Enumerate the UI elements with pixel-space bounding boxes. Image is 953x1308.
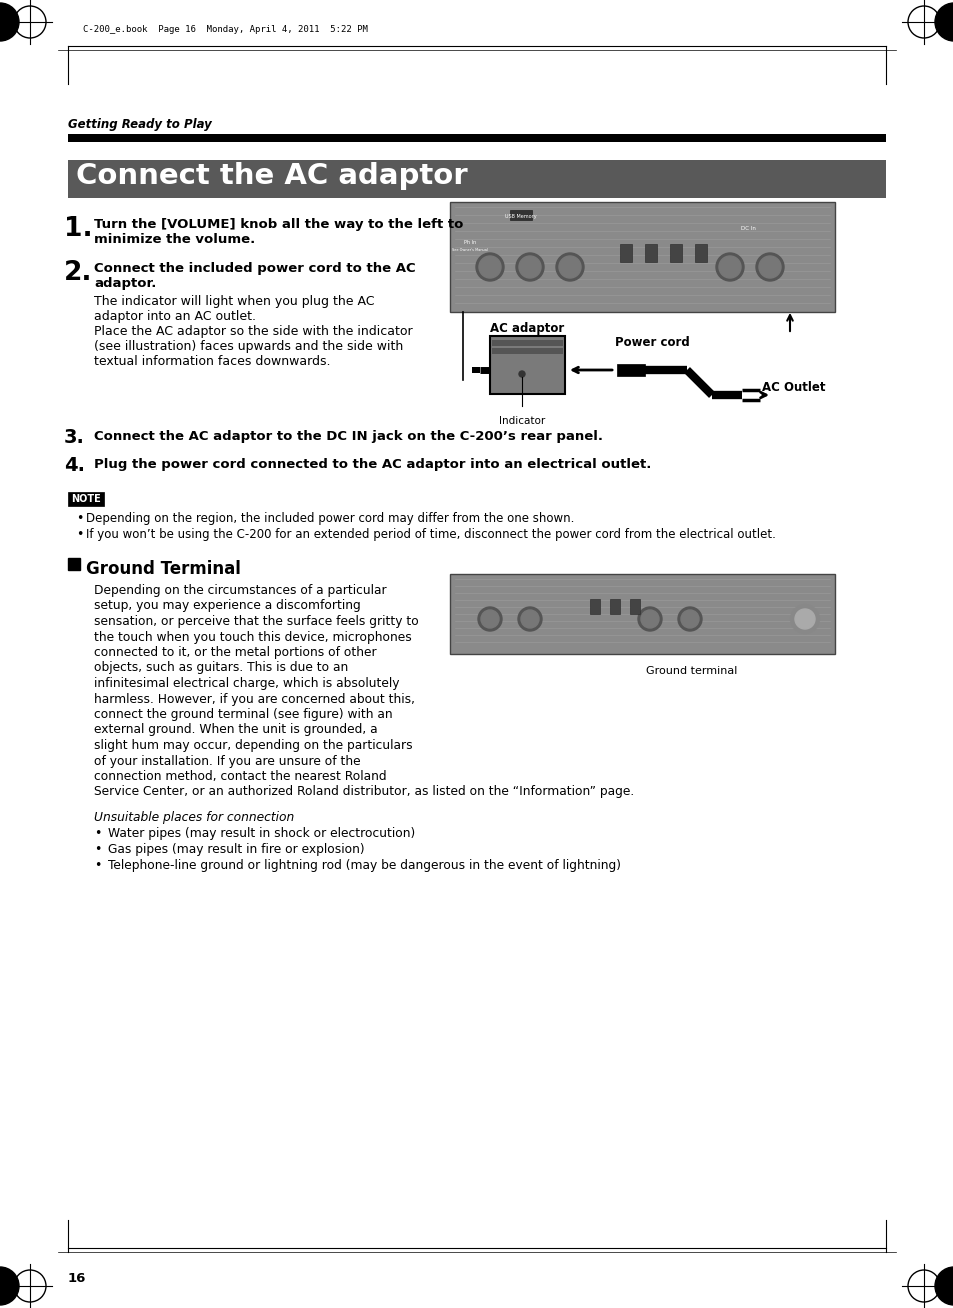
Text: Place the AC adaptor so the side with the indicator: Place the AC adaptor so the side with th… <box>94 324 413 337</box>
Text: Water pipes (may result in shock or electrocution): Water pipes (may result in shock or elec… <box>108 827 415 840</box>
Circle shape <box>517 607 541 630</box>
Text: If you won’t be using the C-200 for an extended period of time, disconnect the p: If you won’t be using the C-200 for an e… <box>86 528 775 542</box>
FancyBboxPatch shape <box>68 133 885 143</box>
Circle shape <box>558 256 580 279</box>
Circle shape <box>759 256 781 279</box>
FancyBboxPatch shape <box>644 245 657 262</box>
FancyBboxPatch shape <box>68 160 885 198</box>
Text: Depending on the region, the included power cord may differ from the one shown.: Depending on the region, the included po… <box>86 511 574 525</box>
Text: objects, such as guitars. This is due to an: objects, such as guitars. This is due to… <box>94 662 348 675</box>
FancyBboxPatch shape <box>619 245 631 262</box>
FancyBboxPatch shape <box>609 599 619 613</box>
Text: external ground. When the unit is grounded, a: external ground. When the unit is ground… <box>94 723 377 736</box>
Circle shape <box>790 606 818 633</box>
Text: connect the ground terminal (see figure) with an: connect the ground terminal (see figure)… <box>94 708 393 721</box>
Text: the touch when you touch this device, microphones: the touch when you touch this device, mi… <box>94 630 412 644</box>
Text: Plug the power cord connected to the AC adaptor into an electrical outlet.: Plug the power cord connected to the AC … <box>94 458 651 471</box>
FancyBboxPatch shape <box>492 348 562 354</box>
Text: The indicator will light when you plug the AC: The indicator will light when you plug t… <box>94 296 375 307</box>
Text: NOTE: NOTE <box>71 494 101 504</box>
FancyBboxPatch shape <box>450 574 834 654</box>
Text: harmless. However, if you are concerned about this,: harmless. However, if you are concerned … <box>94 692 415 705</box>
Text: 2.: 2. <box>64 260 92 286</box>
Text: adaptor.: adaptor. <box>94 277 156 290</box>
Circle shape <box>640 610 659 628</box>
Circle shape <box>794 610 814 629</box>
Text: Gas pipes (may result in fire or explosion): Gas pipes (may result in fire or explosi… <box>108 842 364 855</box>
Text: Power cord: Power cord <box>614 336 689 349</box>
Text: •: • <box>94 859 101 872</box>
Text: adaptor into an AC outlet.: adaptor into an AC outlet. <box>94 310 255 323</box>
FancyBboxPatch shape <box>490 336 564 394</box>
Text: Getting Ready to Play: Getting Ready to Play <box>68 118 212 131</box>
Text: connected to it, or the metal portions of other: connected to it, or the metal portions o… <box>94 646 376 659</box>
FancyBboxPatch shape <box>68 492 104 506</box>
Text: Ground terminal: Ground terminal <box>645 666 737 676</box>
FancyBboxPatch shape <box>510 211 532 220</box>
Text: 16: 16 <box>68 1271 87 1284</box>
Circle shape <box>934 3 953 41</box>
Circle shape <box>556 252 583 281</box>
Circle shape <box>638 607 661 630</box>
Text: Ph In: Ph In <box>463 239 476 245</box>
Text: Indicator: Indicator <box>498 416 544 426</box>
Text: 1.: 1. <box>64 216 92 242</box>
Circle shape <box>678 607 701 630</box>
FancyBboxPatch shape <box>669 245 681 262</box>
Text: Ground Terminal: Ground Terminal <box>86 560 240 578</box>
Circle shape <box>755 252 783 281</box>
FancyBboxPatch shape <box>450 201 834 313</box>
Circle shape <box>934 1267 953 1305</box>
Text: AC Outlet: AC Outlet <box>761 381 824 394</box>
Text: See Owner's Manual: See Owner's Manual <box>452 249 487 252</box>
Circle shape <box>476 252 503 281</box>
Circle shape <box>0 1267 19 1305</box>
FancyBboxPatch shape <box>629 599 639 613</box>
FancyBboxPatch shape <box>68 559 80 570</box>
Text: Telephone-line ground or lightning rod (may be dangerous in the event of lightni: Telephone-line ground or lightning rod (… <box>108 859 620 872</box>
FancyBboxPatch shape <box>695 245 706 262</box>
Text: •: • <box>76 528 83 542</box>
Text: sensation, or perceive that the surface feels gritty to: sensation, or perceive that the surface … <box>94 615 418 628</box>
Text: of your installation. If you are unsure of the: of your installation. If you are unsure … <box>94 755 360 768</box>
Text: Service Center, or an authorized Roland distributor, as listed on the “Informati: Service Center, or an authorized Roland … <box>94 786 634 798</box>
Text: Turn the [VOLUME] knob all the way to the left to: Turn the [VOLUME] knob all the way to th… <box>94 218 463 232</box>
Circle shape <box>719 256 740 279</box>
Circle shape <box>0 3 19 41</box>
Circle shape <box>680 610 699 628</box>
Text: connection method, contact the nearest Roland: connection method, contact the nearest R… <box>94 770 386 783</box>
Circle shape <box>477 607 501 630</box>
Text: •: • <box>76 511 83 525</box>
FancyBboxPatch shape <box>617 364 644 375</box>
Text: Unsuitable places for connection: Unsuitable places for connection <box>94 811 294 824</box>
Circle shape <box>480 610 498 628</box>
Text: textual information faces downwards.: textual information faces downwards. <box>94 354 330 368</box>
Circle shape <box>520 610 538 628</box>
Circle shape <box>516 252 543 281</box>
Text: 3.: 3. <box>64 428 85 447</box>
Text: Connect the included power cord to the AC: Connect the included power cord to the A… <box>94 262 416 275</box>
Circle shape <box>518 256 540 279</box>
Text: •: • <box>94 842 101 855</box>
FancyBboxPatch shape <box>492 340 562 347</box>
Text: (see illustration) faces upwards and the side with: (see illustration) faces upwards and the… <box>94 340 403 353</box>
Text: setup, you may experience a discomforting: setup, you may experience a discomfortin… <box>94 599 360 612</box>
Circle shape <box>478 256 500 279</box>
Text: slight hum may occur, depending on the particulars: slight hum may occur, depending on the p… <box>94 739 413 752</box>
Circle shape <box>518 371 524 377</box>
Text: infinitesimal electrical charge, which is absolutely: infinitesimal electrical charge, which i… <box>94 678 399 691</box>
Text: AC adaptor: AC adaptor <box>489 322 563 335</box>
FancyBboxPatch shape <box>589 599 599 613</box>
Text: C-200_e.book  Page 16  Monday, April 4, 2011  5:22 PM: C-200_e.book Page 16 Monday, April 4, 20… <box>83 25 368 34</box>
FancyBboxPatch shape <box>472 368 479 373</box>
Text: •: • <box>94 827 101 840</box>
Text: Connect the AC adaptor to the DC IN jack on the C-200’s rear panel.: Connect the AC adaptor to the DC IN jack… <box>94 430 602 443</box>
Text: Connect the AC adaptor: Connect the AC adaptor <box>76 162 467 190</box>
Text: USB Memory: USB Memory <box>505 215 537 218</box>
Text: Depending on the circumstances of a particular: Depending on the circumstances of a part… <box>94 583 386 596</box>
Text: DC In: DC In <box>740 226 755 232</box>
Circle shape <box>716 252 743 281</box>
Text: minimize the volume.: minimize the volume. <box>94 233 255 246</box>
Text: 4.: 4. <box>64 456 85 475</box>
